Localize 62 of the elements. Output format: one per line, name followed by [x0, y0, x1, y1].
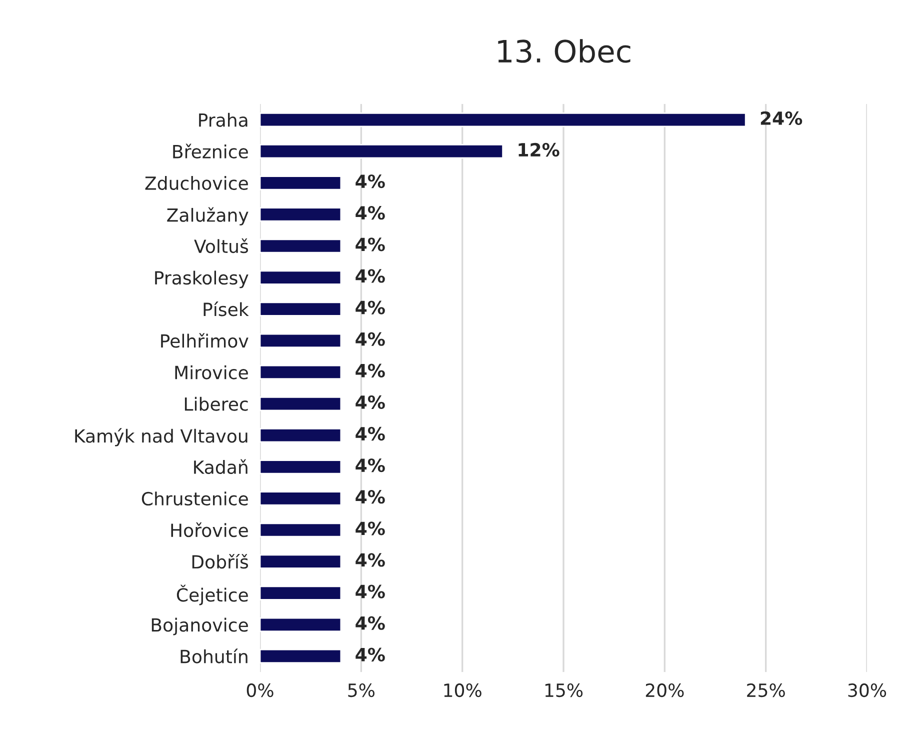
y-tick-label: Pelhřimov — [161, 333, 248, 348]
x-tick-label: 25% — [747, 683, 785, 698]
data-label: 4% — [356, 332, 385, 346]
bar — [260, 554, 342, 569]
x-tick-label: 15% — [545, 683, 583, 698]
bar — [260, 396, 342, 412]
bar — [260, 586, 342, 600]
y-tick-label: Kadaň — [194, 459, 248, 474]
data-label: 24% — [760, 111, 802, 126]
bar — [260, 617, 342, 632]
data-label: 4% — [356, 458, 385, 472]
data-label: 4% — [356, 426, 385, 441]
x-tick-label: 0% — [246, 683, 274, 698]
bar — [260, 522, 342, 538]
x-tick-label: 30% — [848, 683, 886, 698]
bar — [260, 270, 342, 285]
data-label: 4% — [356, 648, 385, 662]
bar — [260, 460, 342, 474]
y-tick-label: Mirovice — [175, 365, 248, 380]
data-label: 4% — [356, 269, 385, 283]
y-tick-label: Zalužany — [167, 207, 248, 226]
data-label: 12% — [518, 142, 560, 157]
chart-title: 13. Obec — [498, 39, 630, 63]
y-tick-label: Liberec — [184, 396, 248, 411]
y-tick-label: Dobříš — [192, 554, 248, 569]
bar — [260, 491, 342, 506]
x-tick-label: 5% — [348, 683, 374, 698]
x-tick-label: 10% — [444, 683, 482, 698]
y-tick-label: Březnice — [173, 144, 248, 158]
bar — [260, 333, 342, 348]
bar — [260, 648, 342, 664]
y-tick-label: Praskolesy — [155, 270, 248, 288]
bar — [260, 112, 746, 128]
y-tick-label: Chrustenice — [142, 492, 248, 506]
bar — [260, 144, 504, 159]
y-tick-label: Voltuš — [194, 238, 248, 254]
bar — [260, 302, 342, 316]
bar — [260, 207, 342, 222]
data-label: 4% — [356, 584, 385, 598]
data-label: 4% — [356, 238, 385, 252]
bar — [260, 238, 342, 254]
bar — [260, 176, 342, 190]
data-label: 4% — [356, 300, 385, 314]
y-tick-label: Zduchovice — [145, 176, 248, 190]
y-tick-label: Bojanovice — [152, 618, 248, 636]
y-tick-label: Kamýk nad Vltavou — [75, 428, 248, 446]
y-tick-label: Praha — [199, 112, 248, 127]
data-label: 4% — [356, 395, 385, 410]
data-label: 4% — [356, 616, 385, 630]
x-tick-label: 20% — [646, 683, 684, 698]
bar — [260, 428, 342, 443]
y-tick-label: Hořovice — [171, 522, 248, 538]
y-tick-label: Písek — [204, 302, 249, 316]
data-label: 4% — [356, 364, 385, 378]
y-tick-label: Bohutín — [180, 648, 248, 664]
bar — [260, 364, 342, 380]
data-label: 4% — [356, 174, 385, 188]
y-tick-label: Čejetice — [176, 584, 248, 606]
data-label: 4% — [356, 490, 385, 504]
data-label: 4% — [356, 522, 385, 536]
data-label: 4% — [356, 206, 385, 220]
data-label: 4% — [356, 553, 385, 567]
